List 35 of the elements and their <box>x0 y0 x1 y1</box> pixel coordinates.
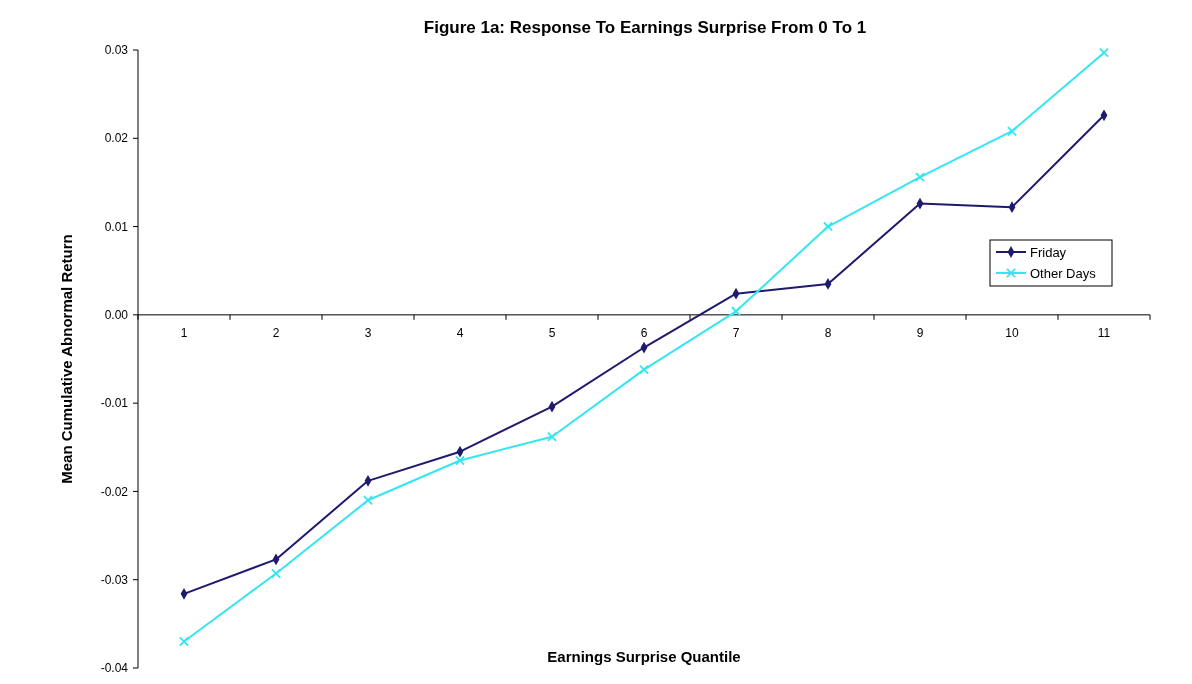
point <box>915 172 925 183</box>
x-tick-label: 5 <box>548 325 556 340</box>
y-tick-label: -0.03 <box>100 572 129 587</box>
x-tick-label: 10 <box>1005 325 1019 340</box>
y-tick-label: 0.03 <box>104 43 129 58</box>
y-tick-label: -0.01 <box>100 396 129 411</box>
y-axis-title: Mean Cumulative Abnormal Return <box>58 234 75 484</box>
point <box>179 636 189 647</box>
legend-label: Friday <box>1030 244 1067 260</box>
y-tick-label: -0.04 <box>100 661 129 676</box>
x-tick-label: 3 <box>364 325 372 340</box>
x-tick-label: 4 <box>456 325 464 340</box>
x-tick-label: 2 <box>272 325 280 340</box>
y-tick-label: -0.02 <box>100 484 129 499</box>
point <box>639 364 649 375</box>
point <box>731 306 741 317</box>
chart-title: Figure 1a: Response To Earnings Surprise From 0 To 1 <box>423 18 867 37</box>
x-tick-label: 1 <box>180 325 188 340</box>
x-tick-label: 7 <box>732 325 740 340</box>
x-tick-label: 9 <box>916 325 924 340</box>
y-tick-label: 0.02 <box>104 131 129 146</box>
y-tick-label: 0.01 <box>104 219 129 234</box>
point <box>1007 126 1017 137</box>
point <box>271 568 281 579</box>
x-tick-label: 8 <box>824 325 832 340</box>
point <box>1099 47 1109 58</box>
x-tick-label: 11 <box>1097 325 1111 340</box>
y-tick-label: 0.00 <box>104 308 129 323</box>
legend-label: Other Days <box>1030 265 1097 281</box>
point <box>455 455 465 466</box>
point <box>823 221 833 232</box>
point <box>363 495 373 506</box>
x-tick-label: 6 <box>640 325 648 340</box>
x-axis-title: Earnings Surprise Quantile <box>547 648 741 665</box>
point <box>547 431 557 442</box>
